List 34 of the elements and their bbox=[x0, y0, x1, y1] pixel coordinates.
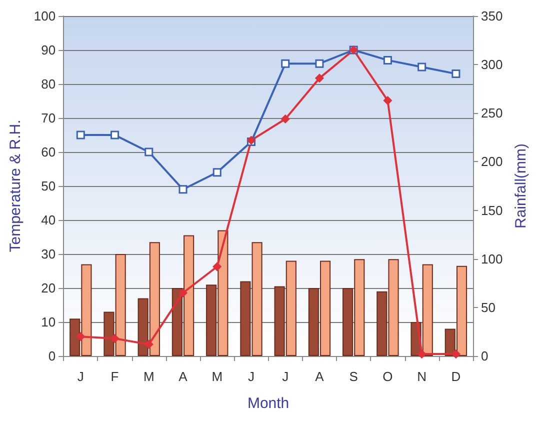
y2-tick-label: 150 bbox=[481, 202, 503, 218]
x-tick-label: A bbox=[315, 369, 324, 384]
y2-tick-label: 250 bbox=[481, 106, 503, 121]
y2-tick-label: 300 bbox=[481, 57, 503, 72]
y-tick-label: 0 bbox=[48, 348, 56, 364]
x-tick-label: M bbox=[143, 369, 154, 384]
y2-axis-title: Rainfall(mm) bbox=[512, 143, 530, 229]
x-tick-label: N bbox=[417, 369, 427, 384]
y-tick-label: 80 bbox=[41, 76, 56, 92]
x-tick-label: F bbox=[110, 369, 119, 384]
y-tick-label: 60 bbox=[41, 144, 56, 160]
x-tick-label: M bbox=[212, 369, 223, 384]
y2-tick-label: 200 bbox=[481, 154, 503, 170]
y-tick-label: 100 bbox=[34, 8, 56, 24]
y-tick-label: 50 bbox=[41, 178, 56, 194]
y-tick-label: 30 bbox=[41, 246, 56, 262]
x-tick-label: S bbox=[349, 369, 358, 384]
y-tick-label: 40 bbox=[41, 212, 56, 228]
x-tick-label: J bbox=[282, 369, 289, 384]
x-tick-label: O bbox=[382, 369, 393, 384]
x-tick-label: J bbox=[248, 369, 254, 384]
y2-tick-label: 100 bbox=[481, 251, 503, 266]
x-axis-title: Month bbox=[247, 395, 290, 412]
x-tick-label: J bbox=[77, 369, 84, 384]
y-tick-label: 20 bbox=[41, 280, 56, 296]
y-axis-title: Temperature & R.H. bbox=[7, 120, 24, 252]
y2-tick-label: 50 bbox=[481, 300, 496, 315]
y-tick-label: 90 bbox=[41, 42, 56, 58]
y2-tick-label: 350 bbox=[481, 8, 503, 24]
y-tick-label: 70 bbox=[41, 110, 56, 126]
y2-tick-label: 0 bbox=[481, 348, 488, 364]
y-tick-label: 10 bbox=[41, 314, 56, 330]
x-tick-label: D bbox=[451, 369, 461, 384]
x-tick-label: A bbox=[178, 369, 188, 384]
